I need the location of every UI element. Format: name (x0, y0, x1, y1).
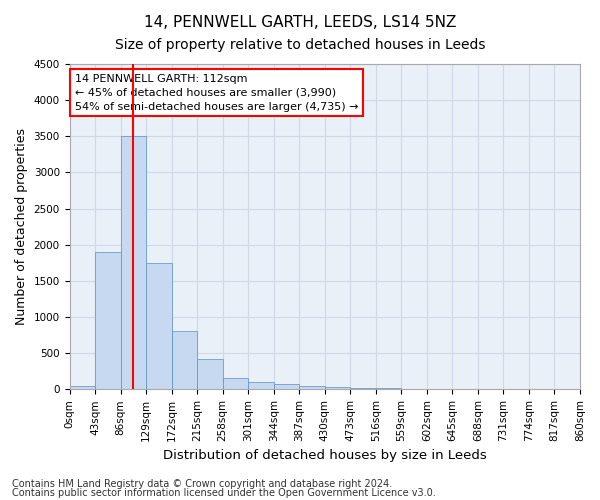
Text: Contains HM Land Registry data © Crown copyright and database right 2024.: Contains HM Land Registry data © Crown c… (12, 479, 392, 489)
Bar (376, 388, 401, 390)
Bar (350, 388, 376, 390)
Bar (325, 387, 350, 390)
Bar (197, 358, 223, 390)
Text: 14, PENNWELL GARTH, LEEDS, LS14 5NZ: 14, PENNWELL GARTH, LEEDS, LS14 5NZ (144, 15, 456, 30)
Bar (274, 384, 299, 390)
Bar (146, 263, 172, 390)
Bar (427, 388, 452, 390)
Text: 14 PENNWELL GARTH: 112sqm
← 45% of detached houses are smaller (3,990)
54% of se: 14 PENNWELL GARTH: 112sqm ← 45% of detac… (74, 74, 358, 112)
Bar (121, 136, 146, 390)
Bar (223, 378, 248, 390)
Bar (401, 388, 427, 390)
Bar (299, 386, 325, 390)
Bar (248, 382, 274, 390)
Bar (95, 252, 121, 390)
Bar (172, 332, 197, 390)
X-axis label: Distribution of detached houses by size in Leeds: Distribution of detached houses by size … (163, 450, 487, 462)
Bar (70, 386, 95, 390)
Text: Contains public sector information licensed under the Open Government Licence v3: Contains public sector information licen… (12, 488, 436, 498)
Text: Size of property relative to detached houses in Leeds: Size of property relative to detached ho… (115, 38, 485, 52)
Y-axis label: Number of detached properties: Number of detached properties (15, 128, 28, 325)
